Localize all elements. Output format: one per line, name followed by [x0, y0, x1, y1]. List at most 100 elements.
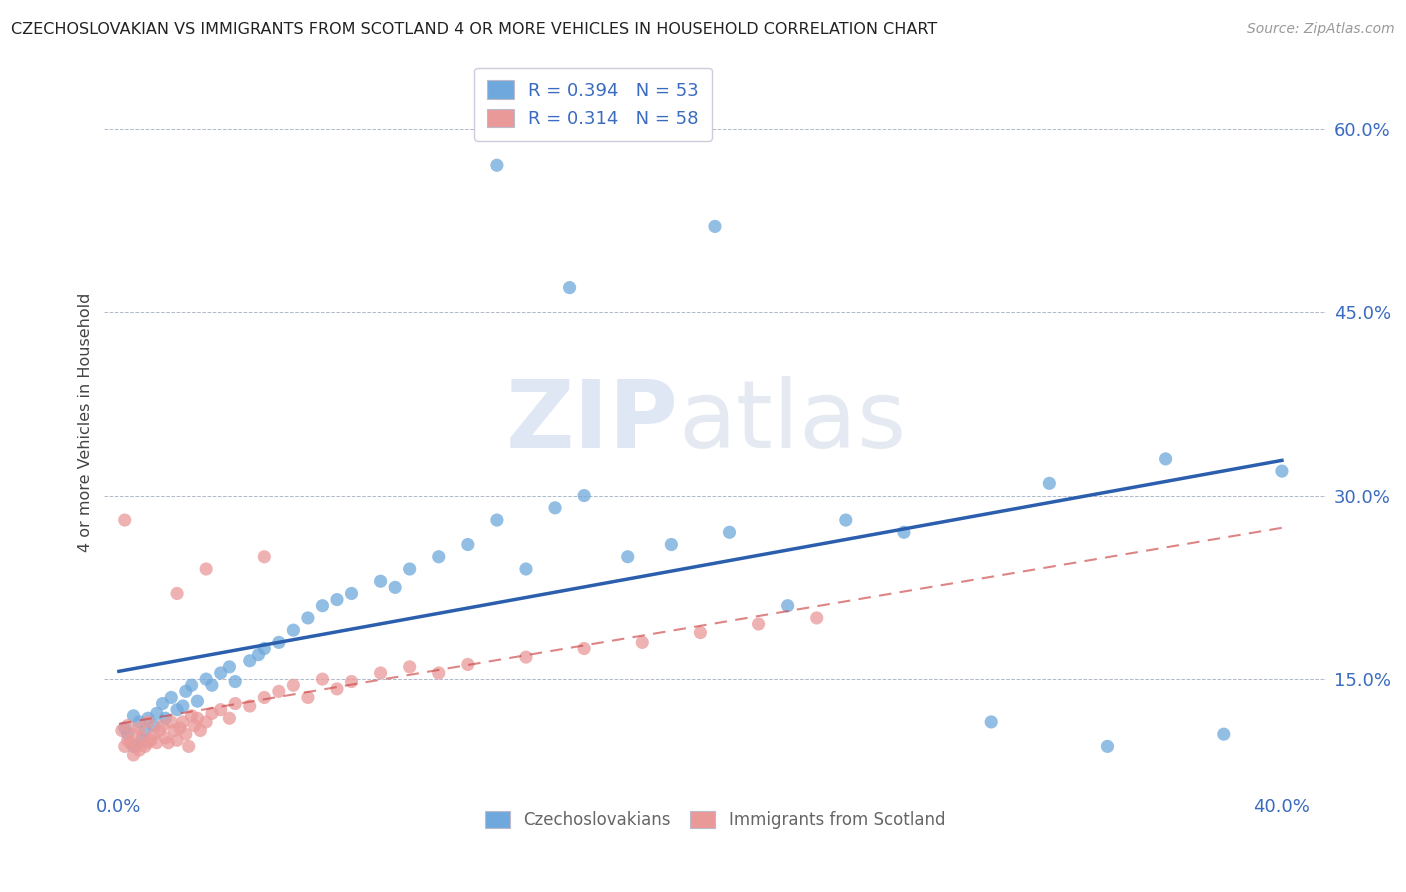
Point — [704, 219, 727, 234]
Point — [515, 650, 537, 665]
Point — [183, 718, 205, 732]
Point — [166, 733, 188, 747]
Point — [180, 708, 202, 723]
Point — [142, 727, 165, 741]
Point — [326, 681, 349, 696]
Point — [253, 549, 276, 564]
Point — [188, 723, 211, 738]
Point — [616, 549, 638, 564]
Point — [267, 635, 290, 649]
Point — [384, 580, 406, 594]
Point — [131, 733, 153, 747]
Point — [180, 678, 202, 692]
Point — [160, 690, 183, 705]
Point — [253, 641, 276, 656]
Point — [157, 736, 180, 750]
Point — [122, 739, 145, 754]
Point — [631, 635, 654, 649]
Point — [136, 711, 159, 725]
Point — [174, 727, 197, 741]
Point — [209, 665, 232, 680]
Point — [893, 525, 915, 540]
Point — [155, 731, 177, 745]
Point — [111, 723, 134, 738]
Point — [398, 660, 420, 674]
Point — [120, 736, 142, 750]
Point — [186, 711, 208, 725]
Point — [114, 739, 136, 754]
Point — [267, 684, 290, 698]
Point — [558, 280, 581, 294]
Point — [239, 654, 262, 668]
Point — [128, 743, 150, 757]
Point — [172, 714, 194, 729]
Point — [122, 727, 145, 741]
Point — [718, 525, 741, 540]
Point — [145, 706, 167, 721]
Point — [134, 723, 156, 738]
Point — [114, 721, 136, 735]
Point — [980, 714, 1002, 729]
Text: CZECHOSLOVAKIAN VS IMMIGRANTS FROM SCOTLAND 4 OR MORE VEHICLES IN HOUSEHOLD CORR: CZECHOSLOVAKIAN VS IMMIGRANTS FROM SCOTL… — [11, 22, 938, 37]
Point — [218, 660, 240, 674]
Point — [340, 586, 363, 600]
Text: ZIP: ZIP — [505, 376, 678, 468]
Point — [117, 733, 139, 747]
Point — [177, 739, 200, 754]
Point — [134, 739, 156, 754]
Point — [166, 586, 188, 600]
Point — [163, 723, 186, 738]
Point — [125, 739, 148, 754]
Point — [1271, 464, 1294, 478]
Point — [195, 714, 218, 729]
Point — [659, 537, 682, 551]
Point — [370, 665, 392, 680]
Point — [283, 623, 305, 637]
Point — [370, 574, 392, 589]
Point — [122, 708, 145, 723]
Point — [806, 611, 828, 625]
Point — [253, 690, 276, 705]
Point — [155, 711, 177, 725]
Point — [152, 718, 174, 732]
Point — [340, 674, 363, 689]
Point — [145, 736, 167, 750]
Point — [1212, 727, 1234, 741]
Point — [224, 697, 246, 711]
Point — [201, 706, 224, 721]
Point — [128, 721, 150, 735]
Point — [457, 537, 479, 551]
Point — [169, 721, 191, 735]
Point — [544, 500, 567, 515]
Point — [748, 617, 770, 632]
Point — [297, 611, 319, 625]
Y-axis label: 4 or more Vehicles in Household: 4 or more Vehicles in Household — [79, 293, 93, 552]
Point — [166, 703, 188, 717]
Point — [326, 592, 349, 607]
Point — [398, 562, 420, 576]
Point — [128, 714, 150, 729]
Point — [1154, 451, 1177, 466]
Point — [427, 665, 450, 680]
Point — [136, 714, 159, 729]
Point — [131, 731, 153, 745]
Point — [114, 513, 136, 527]
Legend: Czechoslovakians, Immigrants from Scotland: Czechoslovakians, Immigrants from Scotla… — [478, 805, 952, 836]
Point — [117, 727, 139, 741]
Point — [195, 562, 218, 576]
Text: atlas: atlas — [678, 376, 907, 468]
Point — [152, 697, 174, 711]
Point — [174, 684, 197, 698]
Point — [515, 562, 537, 576]
Point — [835, 513, 858, 527]
Point — [172, 699, 194, 714]
Point — [136, 736, 159, 750]
Point — [209, 703, 232, 717]
Point — [117, 718, 139, 732]
Point — [572, 489, 595, 503]
Point — [247, 648, 270, 662]
Point — [139, 733, 162, 747]
Point — [224, 674, 246, 689]
Point — [572, 641, 595, 656]
Point — [311, 599, 333, 613]
